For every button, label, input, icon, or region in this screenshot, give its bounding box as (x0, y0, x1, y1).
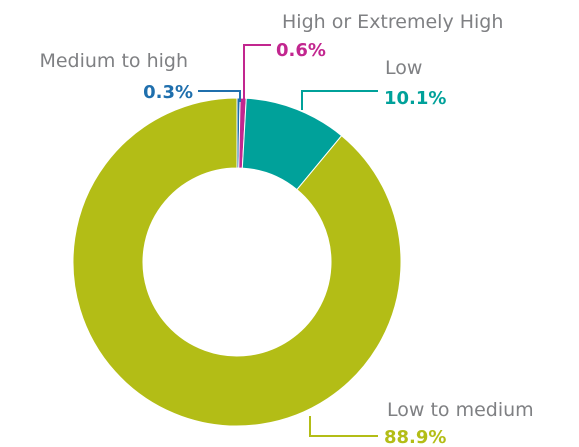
leader-line-medium-to-high (198, 90, 241, 102)
leader-line-low-to-medium (309, 416, 378, 437)
slice-name-low: Low (385, 57, 422, 79)
slice-name-medium-to-high: Medium to high (39, 50, 188, 72)
slice-name-high-or-extremely-high: High or Extremely High (282, 11, 503, 33)
slice-name-low-to-medium: Low to medium (387, 399, 534, 421)
slice-low-to-medium (72, 97, 402, 427)
slice-value-high-or-extremely-high: 0.6% (276, 40, 326, 61)
slice-value-medium-to-high: 0.3% (143, 82, 193, 103)
leader-line-low (301, 90, 378, 110)
slice-value-low-to-medium: 88.9% (384, 427, 446, 447)
slice-labels: Medium to high 0.3% High or Extremely High… (39, 11, 533, 447)
donut-slices (72, 97, 402, 427)
leader-line-high-or-extremely-high (243, 44, 271, 99)
slice-value-low: 10.1% (384, 88, 446, 109)
